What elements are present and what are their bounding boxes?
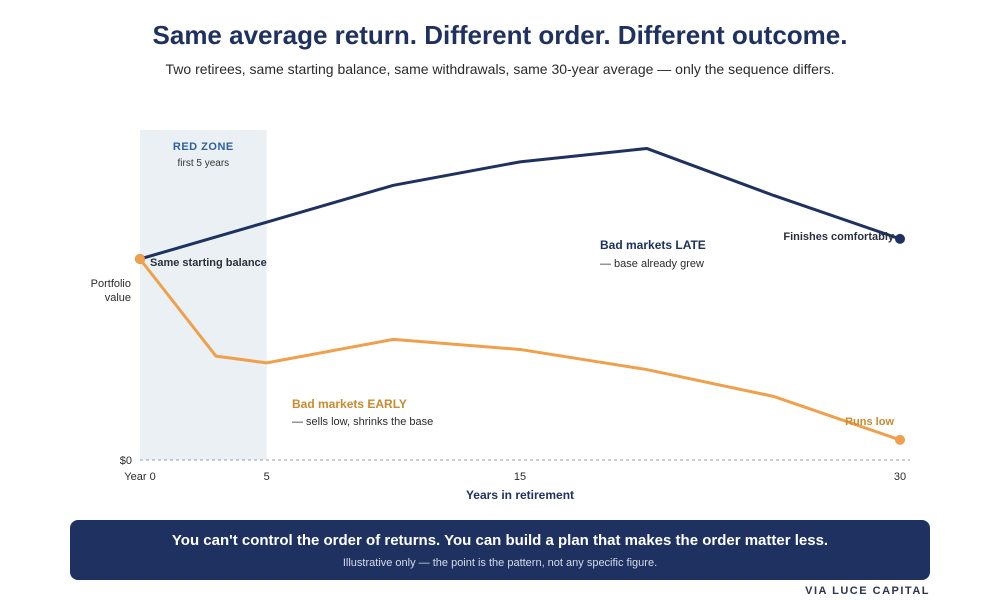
- y-axis-label-line-2: value: [105, 292, 131, 304]
- y-axis-label-line-1: Portfolio: [91, 278, 131, 290]
- x-tick-label: 15: [514, 471, 526, 483]
- late-end-annotation: Finishes comfortably: [783, 231, 895, 243]
- early-returns-end-point: [895, 434, 905, 445]
- source-credit: VIA LUCE CAPITAL: [805, 585, 930, 597]
- x-axis-title: Years in retirement: [466, 488, 574, 502]
- takeaway-banner: You can't control the order of returns. …: [70, 520, 930, 580]
- early-series-sublabel: — sells low, shrinks the base: [292, 416, 433, 428]
- early-returns-line: [138, 257, 902, 442]
- early-end-annotation: Runs low: [845, 416, 894, 428]
- banner-note: Illustrative only — the point is the pat…: [342, 557, 658, 569]
- red-zone-region: [140, 130, 267, 460]
- late-series-label: Bad markets LATE: [600, 238, 706, 252]
- late-returns-end-point: [895, 233, 905, 244]
- y-tick-label: $0: [120, 455, 132, 467]
- early-returns-start-point: [135, 254, 145, 264]
- red-zone-sublabel: first 5 years: [177, 158, 229, 169]
- chart-title: Same average return. Different order. Di…: [152, 20, 848, 50]
- x-tick-label: 30: [894, 471, 906, 483]
- banner-headline: You can't control the order of returns. …: [171, 532, 829, 549]
- x-tick-label: 5: [264, 471, 270, 483]
- chart-subtitle: Two retirees, same starting balance, sam…: [165, 61, 835, 77]
- x-tick-label: Year 0: [124, 471, 155, 483]
- early-series-label: Bad markets EARLY: [292, 397, 407, 411]
- late-series-sublabel: — base already grew: [600, 258, 704, 270]
- start-annotation: Same starting balance: [150, 257, 267, 269]
- late-returns-line: [138, 146, 902, 261]
- red-zone-label: RED ZONE: [173, 141, 234, 153]
